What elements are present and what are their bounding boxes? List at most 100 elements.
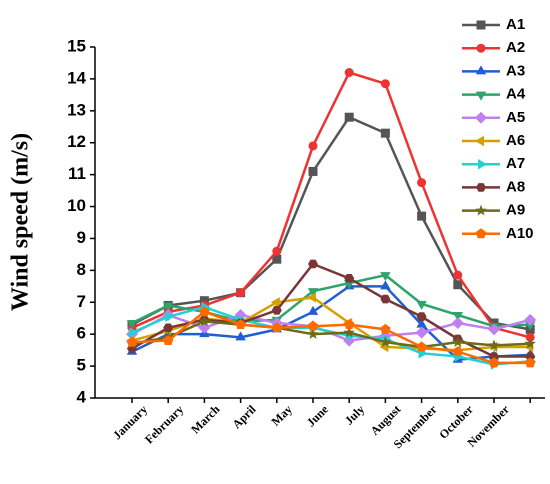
marker <box>343 326 355 338</box>
marker <box>126 320 138 330</box>
marker <box>308 141 318 151</box>
marker <box>488 357 500 368</box>
y-tick-label: 13 <box>67 100 86 119</box>
line <box>131 310 531 365</box>
marker <box>380 280 391 290</box>
marker <box>524 337 536 349</box>
y-tick-label: 15 <box>67 36 86 55</box>
marker <box>199 296 209 306</box>
line <box>131 115 531 331</box>
marker <box>475 65 487 75</box>
marker <box>272 254 282 264</box>
marker <box>525 321 536 331</box>
marker <box>307 328 319 340</box>
legend-label: A9 <box>506 202 525 219</box>
marker <box>453 280 463 290</box>
marker <box>452 346 464 357</box>
marker <box>475 135 484 147</box>
marker <box>379 336 392 348</box>
marker <box>235 319 246 330</box>
marker <box>380 128 390 138</box>
y-tick-label: 7 <box>77 292 86 311</box>
series <box>126 272 536 333</box>
marker <box>475 111 487 124</box>
marker <box>380 323 391 334</box>
series <box>126 306 536 368</box>
y-tick-label: 14 <box>67 68 86 87</box>
legend-label: A2 <box>506 39 525 56</box>
legend-label: A4 <box>506 86 526 103</box>
x-tick-label: May <box>268 402 294 428</box>
series <box>127 112 535 334</box>
marker <box>524 313 537 326</box>
marker <box>163 323 174 333</box>
marker <box>452 336 464 348</box>
marker <box>380 79 390 89</box>
legend-label: A5 <box>506 109 525 126</box>
marker <box>271 305 282 315</box>
y-tick-label: 11 <box>68 164 86 183</box>
marker <box>165 311 175 322</box>
marker <box>475 228 487 239</box>
marker <box>453 270 463 280</box>
marker <box>524 357 536 368</box>
x-tick-label: June <box>304 402 332 430</box>
marker <box>451 317 464 330</box>
legend-label: A6 <box>506 132 525 149</box>
legend-label: A1 <box>506 16 525 33</box>
marker <box>488 323 500 336</box>
marker <box>344 112 354 122</box>
marker <box>478 159 487 170</box>
line <box>131 71 531 339</box>
marker <box>476 20 486 30</box>
marker <box>308 259 318 269</box>
legend-label: A10 <box>506 225 534 242</box>
marker <box>525 332 535 342</box>
line <box>131 285 531 362</box>
marker <box>344 274 355 283</box>
marker <box>307 320 319 331</box>
y-tick-label: 9 <box>77 228 86 247</box>
marker <box>380 272 391 282</box>
marker <box>126 336 138 347</box>
marker <box>476 43 486 53</box>
marker <box>476 183 486 192</box>
marker <box>452 312 463 322</box>
x-tick-label: March <box>188 402 222 436</box>
marker <box>475 91 487 101</box>
marker <box>270 297 280 308</box>
marker <box>475 204 487 216</box>
marker <box>163 302 174 312</box>
marker <box>236 288 246 298</box>
y-tick-label: 6 <box>77 324 86 343</box>
y-tick-label: 5 <box>77 356 86 375</box>
marker <box>489 352 499 361</box>
x-tick-label: April <box>229 402 259 432</box>
x-tick-label: February <box>142 402 186 446</box>
marker <box>307 292 316 303</box>
y-tick-label: 8 <box>77 260 86 279</box>
marker <box>343 319 355 330</box>
marker <box>235 331 246 341</box>
marker <box>416 318 427 328</box>
marker <box>416 300 427 310</box>
y-tick-label: 10 <box>67 196 86 215</box>
marker <box>271 322 283 333</box>
marker <box>525 352 536 361</box>
marker <box>416 312 427 321</box>
line <box>131 305 531 366</box>
marker <box>307 288 319 298</box>
y-tick-label: 12 <box>67 132 86 151</box>
x-tick-label: July <box>342 402 367 427</box>
marker <box>308 166 318 176</box>
marker <box>489 318 499 328</box>
marker <box>344 68 354 78</box>
line <box>131 320 531 349</box>
legend-label: A3 <box>506 62 525 79</box>
marker <box>488 339 500 351</box>
marker <box>417 211 427 221</box>
marker <box>162 335 174 346</box>
marker <box>198 315 211 327</box>
y-tick-label: 4 <box>77 387 87 406</box>
